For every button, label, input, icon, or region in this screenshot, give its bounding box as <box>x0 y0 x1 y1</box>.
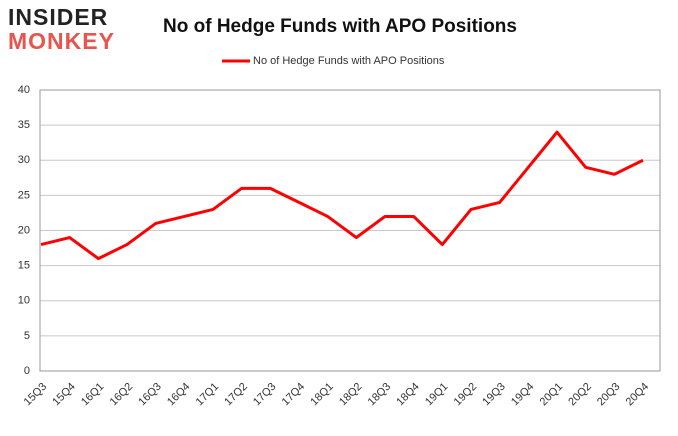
logo-line1: INSIDER <box>8 4 108 30</box>
y-tick-label: 40 <box>18 84 30 96</box>
y-tick-label: 10 <box>18 295 30 307</box>
y-tick-label: 25 <box>18 189 30 201</box>
plot-border <box>39 89 661 372</box>
y-tick-label: 30 <box>18 154 30 166</box>
data-line <box>40 130 644 261</box>
y-tick-label: 5 <box>24 330 30 342</box>
y-tick-label: 15 <box>18 260 30 272</box>
y-tick-label: 0 <box>24 365 30 377</box>
y-tick-label: 35 <box>18 119 30 131</box>
legend-label: No of Hedge Funds with APO Positions <box>253 55 445 67</box>
chart-title: No of Hedge Funds with APO Positions <box>163 16 517 37</box>
logo-line2: MONKEY <box>8 28 115 54</box>
y-tick-label: 20 <box>18 224 30 236</box>
